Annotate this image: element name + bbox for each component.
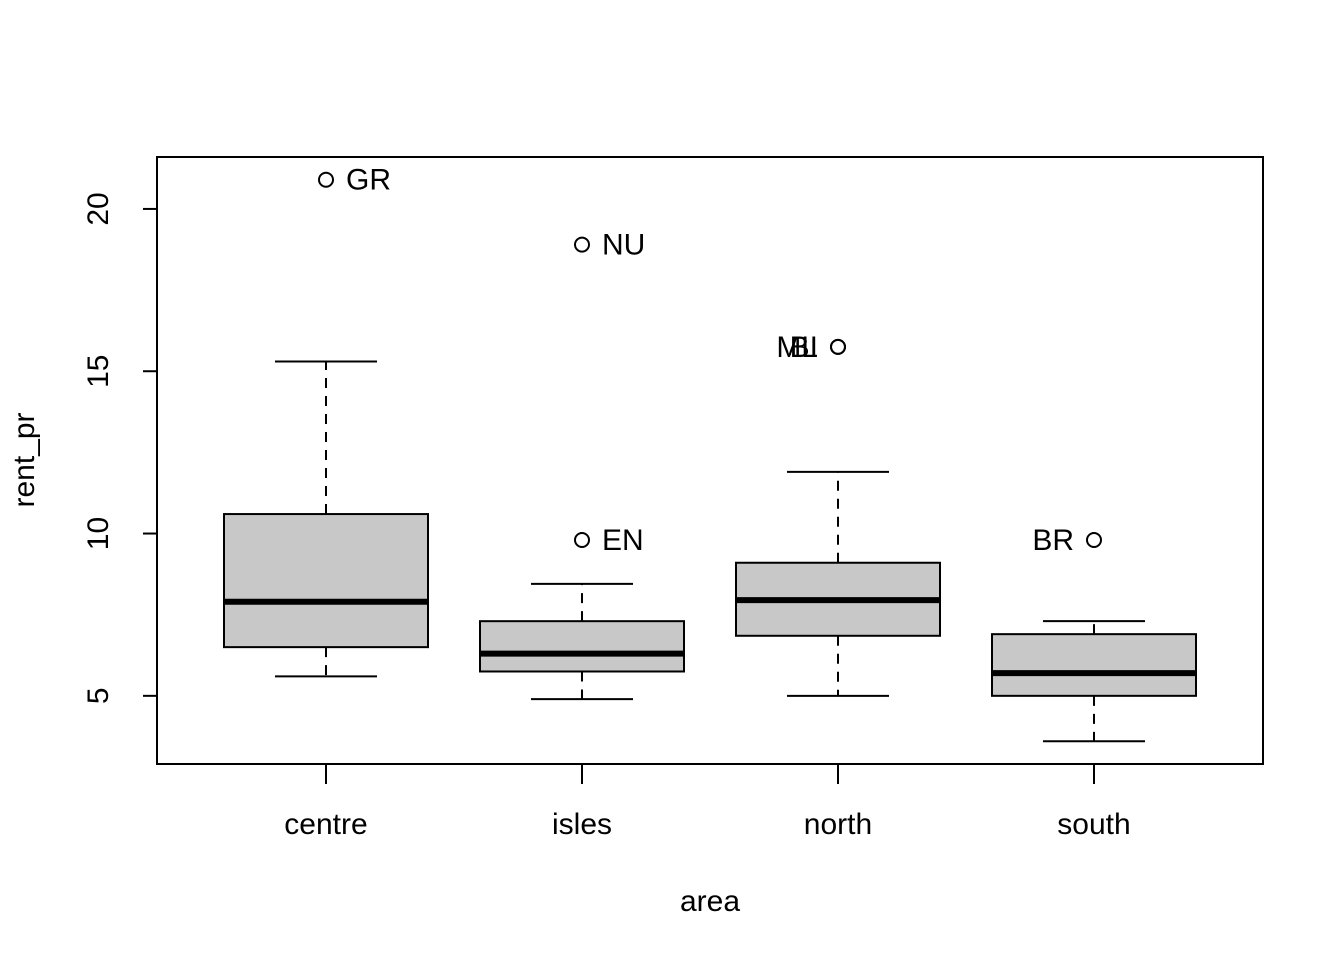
y-axis-label: rent_pr — [8, 412, 41, 507]
outlier-point — [574, 532, 590, 549]
outlier-point — [830, 338, 846, 355]
x-tick-label: isles — [552, 808, 612, 841]
x-tick-label: north — [804, 808, 872, 841]
x-axis-label: area — [680, 885, 740, 918]
y-tick-label: 5 — [82, 687, 115, 704]
y-tick-label: 20 — [82, 192, 115, 225]
box-group-south: BR — [991, 524, 1197, 743]
x-tick-label: south — [1057, 808, 1130, 841]
x-tick-label: centre — [284, 808, 367, 841]
plot-frame — [156, 156, 1264, 765]
box — [223, 513, 429, 649]
outlier-label: EN — [602, 524, 644, 557]
y-tick-label: 10 — [82, 517, 115, 550]
outlier-label: BI — [790, 331, 818, 364]
outlier-point — [318, 171, 334, 188]
box-group-centre: GR — [223, 164, 429, 678]
outlier-label: NU — [602, 229, 645, 262]
outlier-point — [574, 236, 590, 253]
box — [991, 633, 1197, 697]
outlier-label: BR — [1032, 524, 1074, 557]
box-group-isles: NU EN — [479, 229, 685, 701]
outlier-label: GR — [346, 164, 391, 197]
outlier-label: ML — [776, 331, 818, 364]
y-tick-label: 15 — [82, 355, 115, 388]
box — [479, 620, 685, 673]
outlier-point — [1086, 532, 1102, 549]
